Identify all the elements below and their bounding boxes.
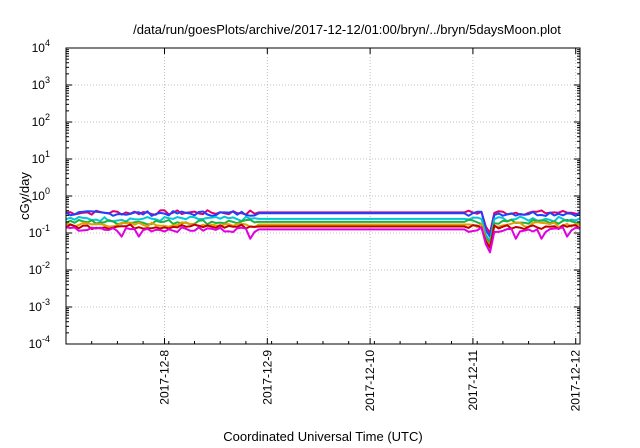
y-tick-label: 10-3 xyxy=(29,297,50,314)
x-tick-label: 2017-12-10 xyxy=(363,350,377,412)
grid xyxy=(66,48,580,344)
x-tick-label: 2017-12-9 xyxy=(260,350,274,405)
series-line-4 xyxy=(65,218,580,246)
series-line-2 xyxy=(65,210,581,238)
series-line-3 xyxy=(65,215,581,243)
x-tick-label: 2017-12-12 xyxy=(569,350,583,412)
plot-frame xyxy=(65,47,581,345)
x-tick-label: 2017-12-11 xyxy=(466,350,480,411)
y-axis-ticks: 10-4 10-3 10-2 10-1 100 101 102 103 104 xyxy=(29,38,580,351)
y-tick-label: 102 xyxy=(32,112,50,129)
y-tick-label: 104 xyxy=(32,38,50,55)
plot-series xyxy=(65,209,581,254)
x-tick-label: 2017-12-8 xyxy=(158,350,172,405)
x-axis-ticks: 2017-12-8 2017-12-9 2017-12-10 2017-12-11 20… xyxy=(65,48,583,412)
chart-title: /data/run/goesPlots/archive/2017-12-12/0… xyxy=(133,22,561,37)
y-tick-label: 100 xyxy=(32,186,50,203)
y-axis-label: cGy/day xyxy=(17,172,32,220)
y-tick-label: 103 xyxy=(32,75,50,92)
x-axis-label: Coordinated Universal Time (UTC) xyxy=(223,429,422,444)
y-tick-label: 10-4 xyxy=(29,334,50,351)
y-tick-label: 10-1 xyxy=(29,223,50,240)
series-line-7 xyxy=(65,226,581,254)
y-tick-label: 10-2 xyxy=(29,260,50,277)
y-tick-label: 101 xyxy=(32,149,50,166)
series-line-6 xyxy=(65,223,581,249)
